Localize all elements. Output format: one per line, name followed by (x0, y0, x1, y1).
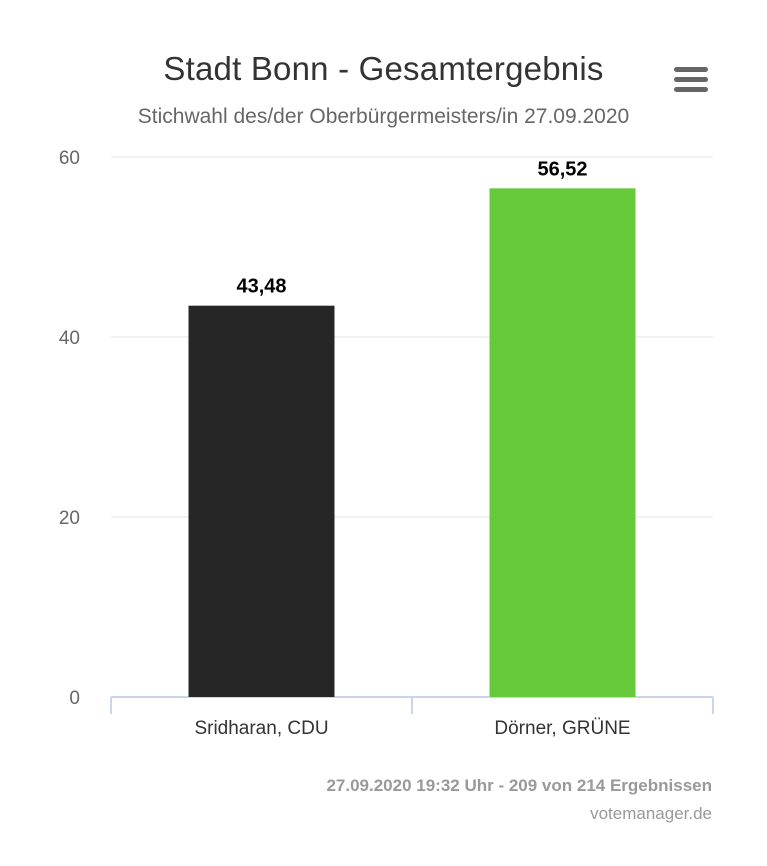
bar-chart-plot: 0 20 40 60 43,48 Sridharan, CDU 56,52 Dörner, G… (59, 148, 714, 739)
bar (489, 188, 636, 697)
chart-title: Stadt Bonn - Gesamtergebnis (163, 50, 604, 87)
x-category-label: Sridharan, CDU (194, 718, 328, 739)
y-tick-label: 60 (59, 148, 80, 169)
chart-subtitle: Stichwahl des/der Oberbürgermeisters/in … (137, 105, 630, 128)
bar-data-label: 56,52 (537, 158, 587, 180)
hamburger-menu-icon (674, 67, 708, 72)
y-tick-label: 0 (69, 688, 80, 709)
credit-link[interactable]: votemanager.de (590, 804, 712, 823)
y-tick-label: 40 (59, 328, 80, 349)
bar (188, 305, 335, 697)
y-tick-label: 20 (59, 508, 80, 529)
results-status-text: 27.09.2020 19:32 Uhr - 209 von 214 Ergeb… (326, 776, 712, 795)
bar-data-label: 43,48 (236, 276, 286, 298)
chart-menu-button[interactable] (668, 60, 714, 100)
hamburger-menu-icon-line (674, 77, 708, 82)
x-category-label: Dörner, GRÜNE (494, 718, 630, 739)
hamburger-menu-icon-line (674, 87, 708, 92)
